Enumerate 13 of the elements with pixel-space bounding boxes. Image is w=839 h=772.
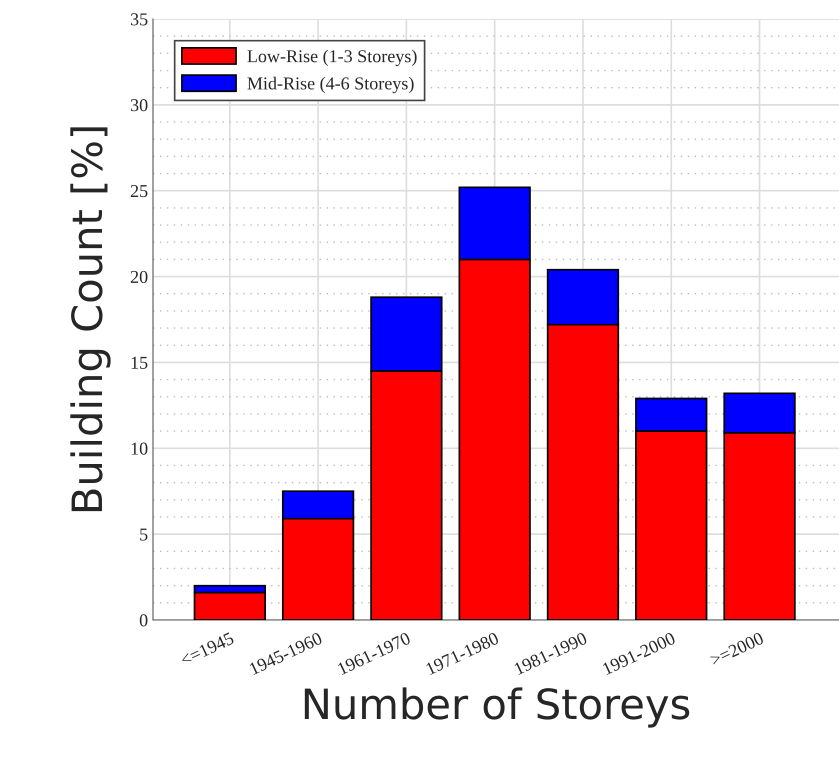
y-tick-label: 25: [130, 185, 148, 198]
legend-label: Mid-Rise (4-6 Storeys): [247, 76, 414, 94]
x-tick-label: <=1945: [180, 632, 235, 666]
y-axis-title: Building Count [%]: [70, 127, 111, 512]
y-tick-label: 0: [140, 614, 148, 626]
y-tick-label: 5: [140, 528, 148, 541]
y-tick-label: 15: [132, 356, 148, 369]
x-axis-title: Number of Storeys: [304, 687, 690, 728]
legend-label: Low-Rise (1-3 Storeys): [247, 50, 417, 66]
y-tick-label: 10: [132, 442, 148, 455]
y-tick-label: 30: [130, 99, 148, 112]
y-tick-label: 35: [130, 13, 148, 26]
y-tick-label: 20: [130, 270, 148, 284]
